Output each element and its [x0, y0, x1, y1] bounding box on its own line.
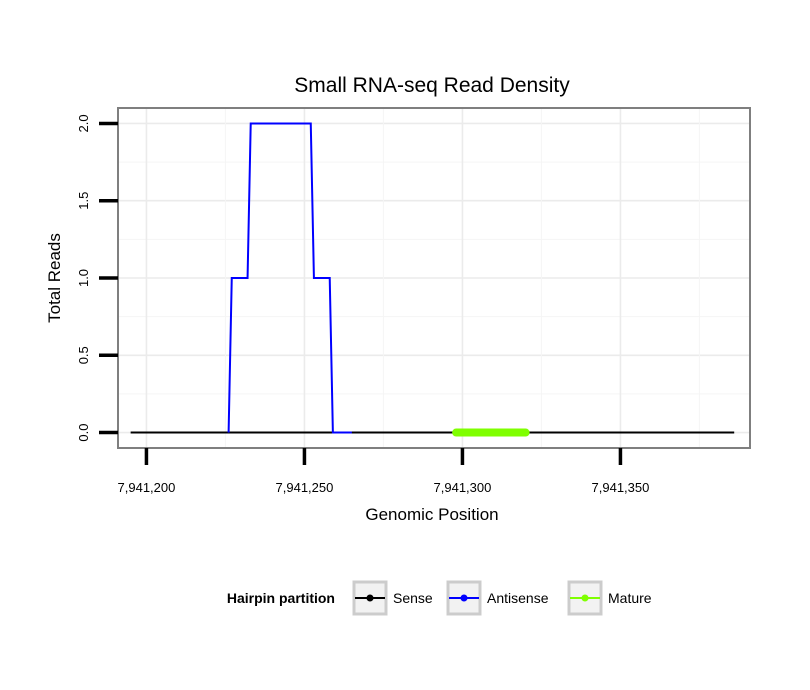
y-tick-label: 0.0: [76, 424, 91, 442]
legend: Hairpin partition Sense Antisense Mature: [227, 580, 652, 616]
legend-title: Hairpin partition: [227, 590, 335, 606]
x-axis-label: Genomic Position: [365, 505, 498, 524]
y-axis-label: Total Reads: [45, 233, 64, 323]
y-tick-label: 0.5: [76, 346, 91, 364]
legend-key-point: [460, 594, 468, 602]
y-tick-label: 2.0: [76, 114, 91, 132]
series-lines: [130, 122, 735, 437]
x-tick-label: 7,941,200: [118, 480, 176, 495]
y-axis-ticks: 0.0 0.5 1.0 1.5 2.0: [76, 114, 118, 442]
x-axis-ticks: 7,941,200 7,941,250 7,941,300 7,941,350: [118, 448, 650, 495]
series-line-antisense: [227, 122, 352, 434]
legend-key-point: [581, 594, 589, 602]
x-tick-label: 7,941,300: [434, 480, 492, 495]
legend-label: Sense: [393, 590, 433, 606]
legend-label: Mature: [608, 590, 652, 606]
x-tick-label: 7,941,250: [276, 480, 334, 495]
legend-item-mature: Mature: [567, 580, 652, 616]
legend-item-antisense: Antisense: [446, 580, 549, 616]
x-tick-label: 7,941,350: [592, 480, 650, 495]
y-tick-label: 1.5: [76, 192, 91, 210]
legend-key-point: [366, 594, 374, 602]
chart-title: Small RNA-seq Read Density: [294, 74, 570, 97]
legend-label: Antisense: [487, 590, 549, 606]
y-tick-label: 1.0: [76, 269, 91, 287]
legend-item-sense: Sense: [352, 580, 433, 616]
grid: [118, 108, 750, 448]
